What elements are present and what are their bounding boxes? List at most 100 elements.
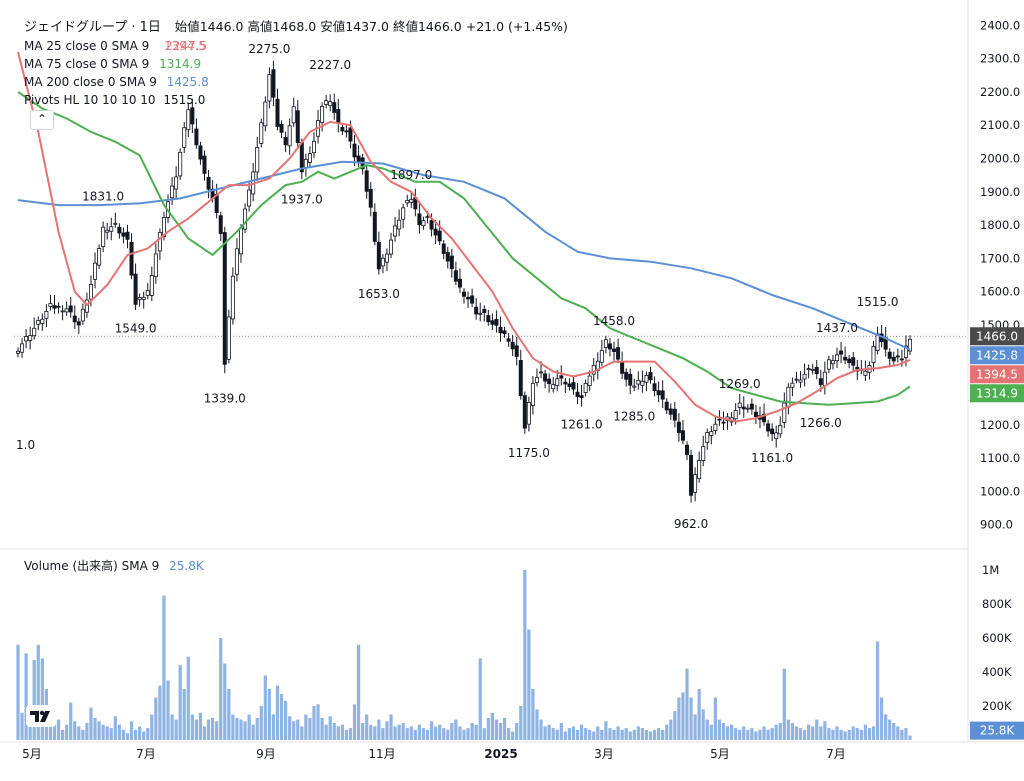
price-tick-label: 1200.0 — [980, 418, 1020, 432]
candle-body — [149, 275, 154, 296]
candle-body — [263, 101, 268, 127]
price-tag — [970, 384, 1024, 403]
volume-bar — [835, 726, 839, 740]
candle-body — [68, 305, 73, 313]
candle-body — [186, 109, 191, 131]
candle-body — [798, 379, 803, 383]
candle-body — [786, 386, 791, 408]
pivot-label: 1897.0 — [390, 168, 432, 182]
symbol-title[interactable]: ジェイドグループ · 1日 — [24, 20, 161, 35]
time-axis-label: 7月 — [136, 747, 156, 761]
pivot-label: 1.0 — [16, 438, 35, 452]
candle-body — [644, 375, 649, 383]
candle-body — [437, 230, 442, 242]
candle-body — [660, 390, 665, 400]
candle-body — [267, 74, 272, 102]
volume-bar — [409, 726, 413, 740]
candle-body — [539, 371, 544, 374]
volume-bar — [794, 726, 799, 740]
high-value: 1468.0 — [272, 19, 317, 34]
candle-body — [672, 408, 677, 421]
volume-bar — [450, 723, 454, 740]
candle-body — [271, 69, 276, 98]
pivot-label: 962.0 — [674, 517, 708, 531]
volume-bar — [713, 697, 717, 740]
pivot-label: 1261.0 — [561, 418, 603, 432]
candle-body — [526, 402, 531, 425]
candle-body — [97, 248, 102, 266]
volume-bar — [146, 728, 150, 740]
legend-pivots[interactable]: Pivots HL 10 10 10 10 1515.0 — [24, 91, 568, 109]
volume-bar — [393, 726, 397, 740]
candle-body — [717, 418, 722, 421]
volume-legend[interactable]: Volume (出来高) SMA 9 25.8K — [24, 557, 204, 574]
volume-bar — [502, 717, 507, 740]
low-label: 安値 — [320, 19, 346, 34]
volume-bar — [600, 729, 604, 740]
candle-body — [518, 360, 523, 396]
candle-body — [332, 102, 337, 113]
candle-body — [551, 384, 556, 390]
volume-bar — [734, 728, 738, 740]
volume-bar — [109, 728, 113, 740]
candle-body — [680, 430, 685, 441]
candle-body — [790, 382, 795, 388]
volume-bar — [721, 723, 726, 740]
time-axis-label: 9月 — [256, 747, 276, 761]
pivot-label: 1937.0 — [281, 192, 323, 206]
candle-body — [745, 407, 750, 410]
volume-bar — [766, 729, 770, 740]
volume-bar — [52, 723, 57, 740]
candle-body — [401, 207, 406, 220]
volume-bar — [709, 724, 713, 740]
volume-bar — [308, 717, 312, 740]
volume-bar — [328, 716, 332, 740]
ma200-label: MA 200 close 0 SMA 9 — [24, 75, 157, 89]
candle-body — [137, 297, 142, 300]
tradingview-logo-icon[interactable] — [26, 705, 56, 727]
candle-body — [417, 213, 422, 226]
volume-bar — [482, 728, 486, 740]
volume-bar — [571, 726, 576, 740]
volume-bar — [669, 719, 673, 740]
volume-tag-label: 25.8K — [980, 724, 1016, 738]
legend-title-row: ジェイドグループ · 1日 始値1446.0 高値1468.0 安値1437.0… — [24, 18, 568, 37]
candle-body — [482, 308, 487, 313]
candle-body — [320, 106, 325, 123]
volume-bar — [154, 697, 158, 740]
chevron-up-icon[interactable]: ⌃ — [30, 110, 54, 130]
time-axis-label: 7月 — [826, 747, 846, 761]
volume-bar — [340, 724, 344, 740]
volume-bar — [867, 728, 872, 740]
volume-bar — [847, 729, 851, 740]
volume-bar — [819, 726, 823, 740]
volume-bar — [275, 685, 280, 740]
chart-legend: ジェイドグループ · 1日 始値1446.0 高値1468.0 安値1437.0… — [24, 18, 568, 109]
volume-bar — [194, 719, 198, 740]
candle-body — [190, 107, 195, 125]
legend-ma25[interactable]: MA 25 close 0 SMA 9 2247.5 1394.5 — [24, 37, 568, 55]
candle-body — [502, 330, 507, 335]
candle-body — [153, 253, 158, 277]
candle-body — [178, 151, 183, 177]
volume-bar — [332, 723, 336, 740]
volume-bar — [324, 724, 328, 740]
candle-body — [770, 428, 775, 435]
candle-body — [60, 310, 65, 313]
legend-ma200[interactable]: MA 200 close 0 SMA 9 1425.8 — [24, 73, 568, 91]
volume-bar — [442, 728, 446, 740]
price-tick-label: 900.0 — [980, 518, 1013, 532]
volume-bar — [839, 729, 843, 740]
volume-bar — [239, 719, 243, 740]
volume-bar — [567, 728, 572, 740]
candle-body — [141, 296, 146, 300]
candle-body — [636, 379, 641, 385]
candle-body — [466, 296, 471, 300]
legend-ma75[interactable]: MA 75 close 0 SMA 9 1314.9 — [24, 55, 568, 73]
volume-bar — [446, 729, 450, 740]
price-tag-label: 1394.5 — [976, 367, 1018, 381]
price-tick-label: 2400.0 — [980, 18, 1020, 32]
candle-body — [336, 109, 341, 124]
volume-bar — [620, 729, 624, 740]
